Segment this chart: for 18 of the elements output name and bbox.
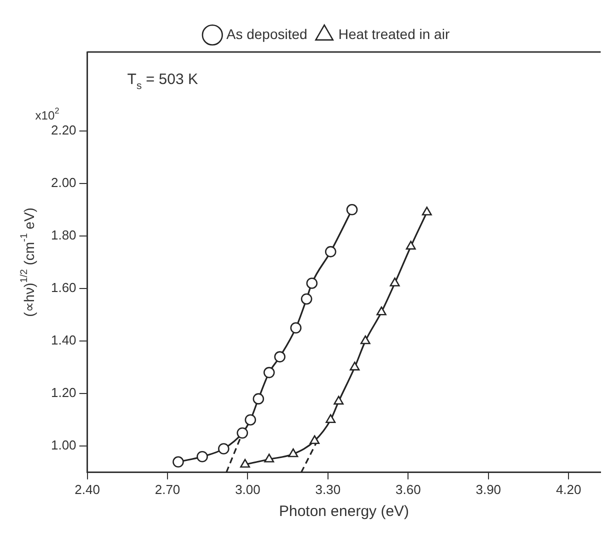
y-tick-label: 2.20 [50, 122, 76, 138]
y-tick-label: 1.40 [50, 332, 76, 348]
legend-label: Heat treated in air [338, 26, 450, 42]
x-tick-label: 3.30 [315, 482, 341, 497]
x-tick-label: 3.90 [476, 482, 502, 497]
x-tick-label: 2.70 [154, 482, 180, 497]
y-tick-label: 1.60 [50, 280, 76, 296]
y-tick-label: 2.00 [50, 174, 76, 190]
y-axis-title: (∝hν)1/2 (cm-1 eV) [19, 208, 37, 317]
y-tick-label: 1.80 [50, 228, 76, 243]
y-tick-label: 1.00 [50, 438, 76, 453]
legend-label: As deposited [226, 26, 308, 42]
x-tick-label: 4.20 [556, 482, 582, 497]
x-axis-title: Photon energy (eV) [278, 503, 410, 520]
x-tick-label: 3.60 [396, 482, 421, 497]
x-tick-label: 2.40 [74, 482, 100, 497]
x-tick-label: 3.00 [235, 482, 260, 497]
y-tick-label: 1.20 [50, 385, 76, 400]
